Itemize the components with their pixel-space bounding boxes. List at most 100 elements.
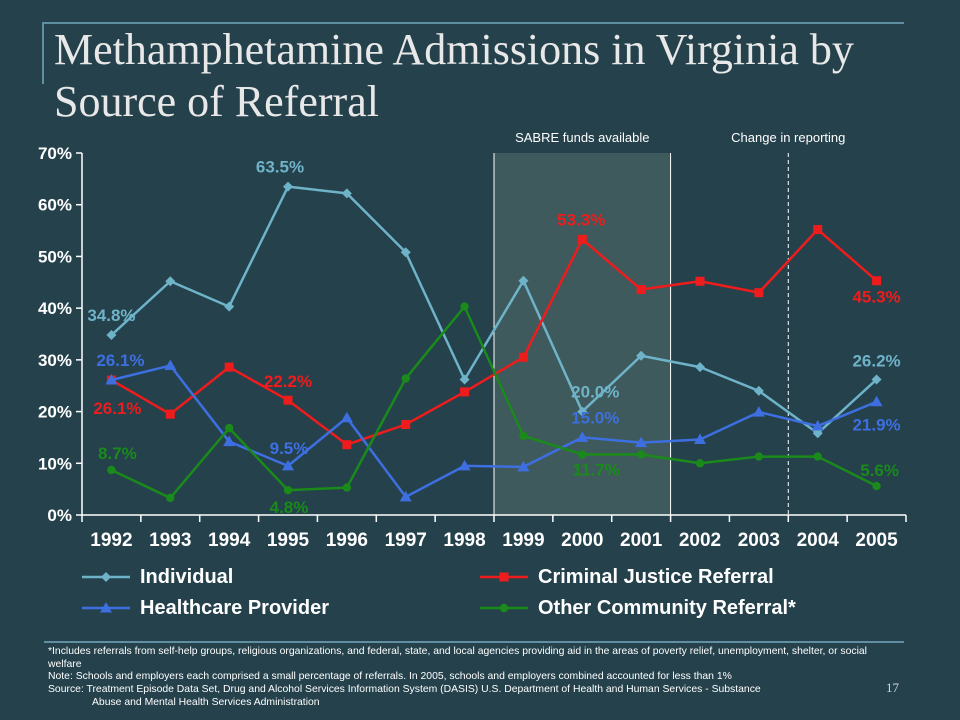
series-line	[110, 185, 878, 435]
data-point	[282, 459, 294, 471]
data-point	[460, 387, 470, 397]
chart-legend: Individual Criminal Justice Referral Healt…	[82, 566, 796, 619]
data-label: 63.5%	[256, 158, 304, 177]
data-labels-layer: 34.8% 63.5% 20.0% 26.2% 26.1% 22.2% 53.3% 45.3%…	[87, 158, 900, 518]
x-tick-label: 2005	[855, 530, 898, 551]
series-individual	[106, 181, 882, 439]
data-point	[459, 374, 470, 385]
footnote-includes: *Includes referrals from self-help group…	[48, 646, 867, 670]
data-point	[578, 450, 587, 459]
y-tick-label: 70%	[38, 144, 72, 163]
data-point	[872, 481, 881, 491]
change-in-reporting-label: Change in reporting	[731, 130, 845, 145]
data-point	[813, 452, 822, 461]
footnotes: *Includes referrals from self-help group…	[48, 646, 888, 710]
data-point	[400, 247, 411, 258]
data-label: 26.1%	[96, 351, 144, 370]
data-point	[636, 350, 647, 361]
legend-marker	[499, 603, 509, 613]
data-point	[224, 362, 234, 372]
data-label: 26.1%	[93, 399, 141, 418]
data-point	[458, 459, 471, 471]
data-point	[871, 374, 882, 385]
data-point	[340, 411, 353, 423]
data-label: 5.6%	[860, 461, 899, 480]
data-point	[399, 490, 412, 502]
data-label: 8.7%	[98, 444, 137, 463]
legend-label: Healthcare Provider	[140, 597, 329, 619]
series-line	[111, 364, 878, 499]
data-label: 53.3%	[557, 210, 605, 229]
data-point	[811, 420, 824, 431]
data-point	[107, 465, 116, 475]
x-tick-label: 1994	[208, 530, 251, 551]
data-point	[870, 395, 883, 407]
data-point	[342, 483, 352, 492]
data-point	[695, 276, 705, 286]
series-line	[110, 305, 878, 500]
x-tick-label: 1995	[267, 530, 310, 551]
data-point	[283, 395, 293, 405]
data-label: 45.3%	[852, 288, 900, 307]
x-tick-label: 2001	[620, 530, 663, 551]
legend-item: Healthcare Provider	[82, 597, 329, 619]
y-tick-label: 30%	[38, 351, 72, 370]
data-point	[813, 225, 823, 235]
data-point	[460, 302, 469, 311]
data-point	[754, 288, 764, 298]
data-point	[165, 276, 176, 287]
data-point	[165, 409, 175, 419]
legend-marker	[100, 602, 112, 613]
data-point	[695, 362, 705, 373]
data-point	[576, 431, 589, 442]
x-tick-label: 2002	[679, 530, 721, 551]
series-layer	[105, 181, 883, 503]
data-point	[166, 493, 175, 503]
data-point	[223, 435, 236, 447]
data-point	[224, 301, 235, 312]
data-point	[164, 359, 177, 371]
data-point	[106, 330, 117, 341]
data-label: 11.7%	[573, 460, 620, 479]
y-tick-label: 50%	[38, 247, 72, 266]
data-label: 20.0%	[571, 383, 619, 402]
data-point	[872, 276, 882, 286]
y-tick-label: 20%	[38, 403, 72, 422]
series-line	[110, 228, 878, 446]
page-number: 17	[886, 680, 899, 695]
data-point	[577, 234, 587, 244]
x-tick-label: 2000	[561, 530, 603, 551]
data-point	[519, 431, 528, 441]
data-point	[752, 406, 765, 417]
y-tick-label: 0%	[47, 506, 72, 525]
data-label: 9.5%	[270, 439, 309, 458]
x-tick-label: 1992	[90, 530, 132, 551]
x-tick-label: 1993	[149, 530, 191, 551]
series-healthcare-provider	[105, 359, 883, 502]
x-tick-label: 2004	[797, 530, 840, 551]
referral-line-chart: SABRE funds available Change in reportin…	[38, 130, 907, 619]
legend-marker	[499, 572, 509, 582]
legend-item: Other Community Referral*	[480, 597, 796, 619]
data-label: 34.8%	[87, 306, 135, 325]
y-tick-label: 10%	[38, 454, 72, 473]
series-other-community-referral	[107, 302, 881, 503]
data-point	[812, 428, 823, 439]
y-tick-label: 40%	[38, 299, 72, 318]
data-point	[518, 275, 529, 286]
data-label: 15.0%	[571, 408, 619, 427]
data-point	[401, 420, 411, 429]
data-point	[636, 285, 646, 295]
footnote-source-cont: Abuse and Mental Health Services Adminis…	[92, 696, 320, 708]
data-point	[517, 460, 530, 472]
footnote-note: Note: Schools and employers each compris…	[48, 671, 732, 683]
legend-item: Criminal Justice Referral	[480, 566, 774, 588]
data-point	[635, 436, 648, 448]
data-point	[694, 433, 706, 444]
y-tick-label: 60%	[38, 196, 72, 215]
x-tick-label: 1996	[326, 530, 368, 551]
data-point	[753, 385, 764, 396]
data-point	[224, 423, 234, 433]
chart-axes: 0% 10% 20% 30% 40% 50% 60% 70% 1992 1993 1994 1995 1…	[38, 144, 907, 551]
data-point	[636, 450, 646, 459]
